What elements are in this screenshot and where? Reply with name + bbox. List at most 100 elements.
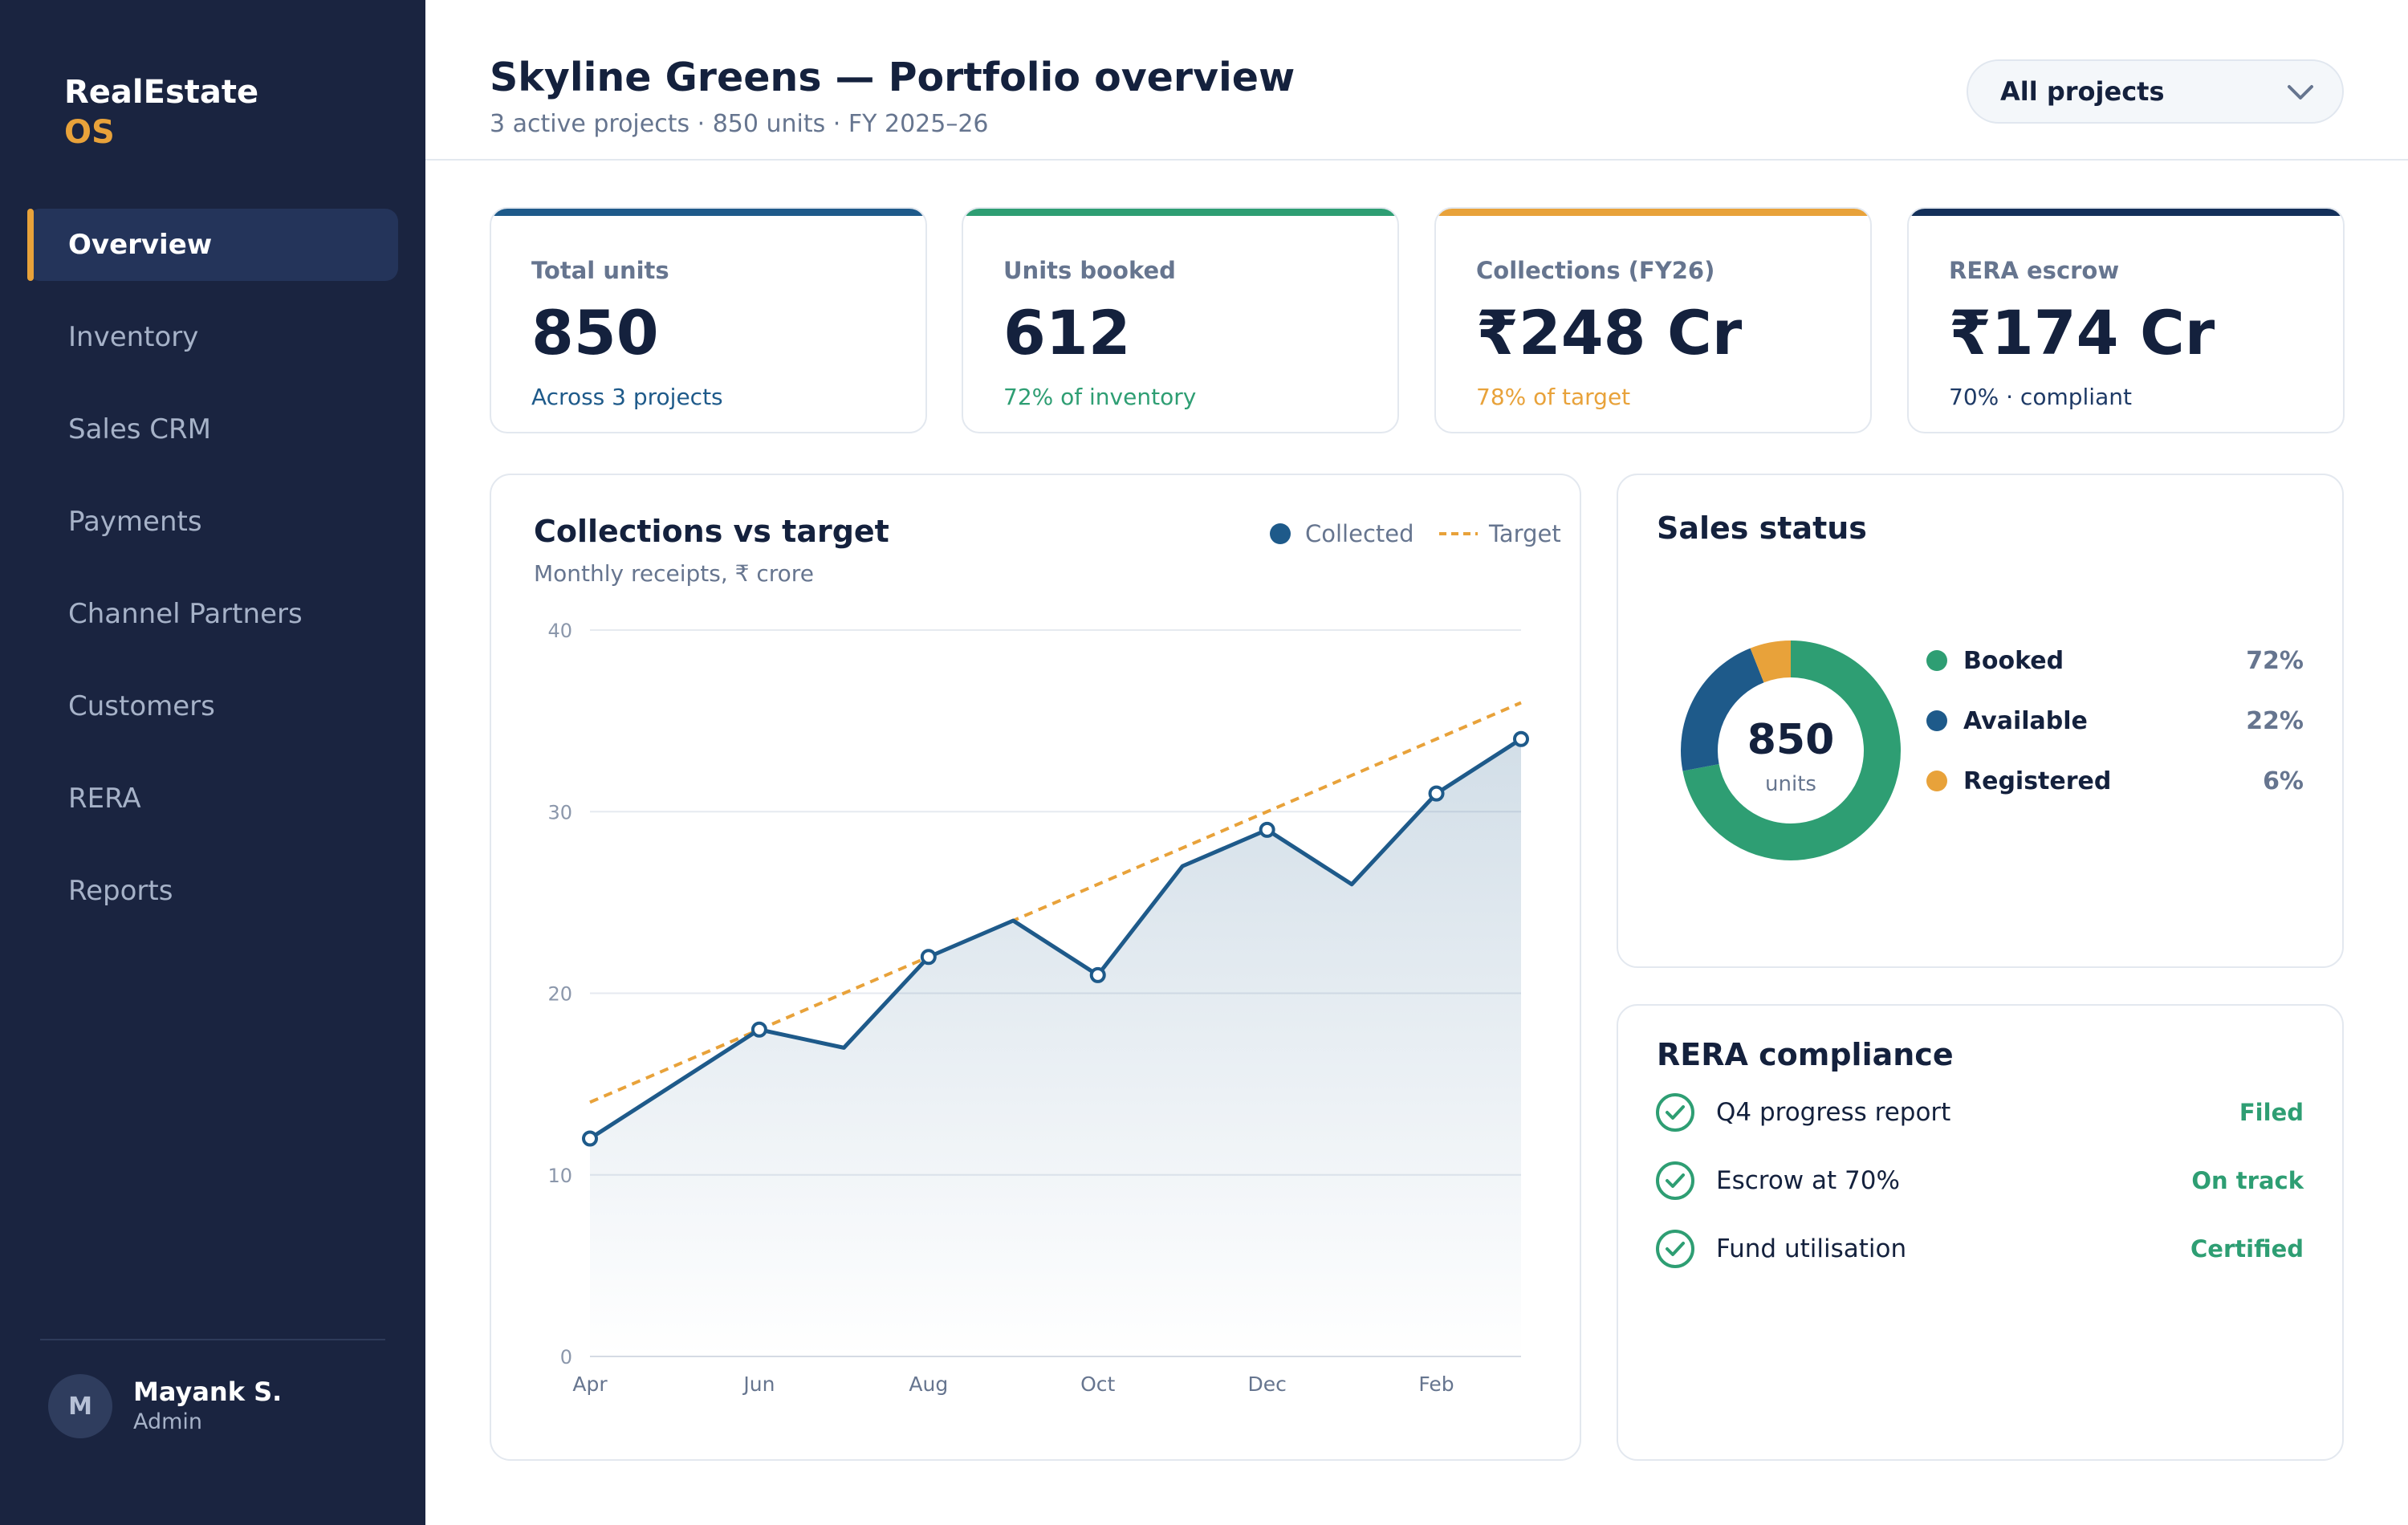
check-circle-icon bbox=[1656, 1230, 1694, 1268]
y-tick-label: 0 bbox=[560, 1346, 572, 1368]
rera-item-status: On track bbox=[2191, 1167, 2304, 1194]
kpi-accent-bar bbox=[1909, 209, 2343, 216]
x-tick-label: Aug bbox=[909, 1372, 948, 1396]
sidebar-item-reports[interactable]: Reports bbox=[68, 875, 173, 907]
y-tick-label: 30 bbox=[547, 801, 572, 824]
page-title: Skyline Greens — Portfolio overview bbox=[490, 55, 1296, 100]
collected-point bbox=[1259, 821, 1275, 838]
kpi-value: ₹174 Cr bbox=[1949, 297, 2215, 368]
brand-suffix: OS bbox=[64, 114, 115, 151]
kpi-note: 78% of target bbox=[1476, 384, 1631, 410]
donut-slice-booked bbox=[1682, 640, 1901, 860]
brand-name: RealEstate bbox=[64, 74, 259, 111]
sales-legend-booked: Booked 72% bbox=[1926, 640, 2304, 681]
legend-available-swatch bbox=[1926, 710, 1947, 731]
project-select[interactable]: All projects bbox=[1967, 59, 2344, 124]
legend-collected: Collected bbox=[1270, 520, 1414, 547]
sidebar-item-inventory[interactable]: Inventory bbox=[68, 321, 199, 353]
kpi-card-total-units: Total units 850 Across 3 projects bbox=[490, 207, 927, 433]
collections-line-chart: 0 10 20 30 40 Apr Jun Aug Oct Dec Feb bbox=[547, 620, 1529, 1396]
rera-item: Q4 progress report Filed bbox=[1655, 1088, 2304, 1137]
kpi-accent-bar bbox=[1436, 209, 1870, 216]
x-tick-label: Apr bbox=[572, 1372, 608, 1396]
donut-slice-available bbox=[1681, 648, 1765, 771]
sidebar-item-customers[interactable]: Customers bbox=[68, 690, 215, 722]
collected-area bbox=[590, 738, 1521, 1356]
y-tick-label: 10 bbox=[547, 1165, 572, 1187]
user-role: Admin bbox=[133, 1409, 203, 1434]
avatar: M bbox=[48, 1374, 112, 1438]
kpi-card-rera-escrow: RERA escrow ₹174 Cr 70% · compliant bbox=[1907, 207, 2345, 433]
rera-item-label: Fund utilisation bbox=[1716, 1234, 1907, 1263]
kpi-accent-bar bbox=[963, 209, 1397, 216]
sales-donut-chart: 850 units bbox=[1681, 640, 1901, 860]
chart-subtitle: Monthly receipts, ₹ crore bbox=[534, 560, 814, 587]
y-tick-label: 20 bbox=[547, 983, 572, 1006]
page-subtitle: 3 active projects · 850 units · FY 2025–… bbox=[490, 110, 989, 138]
rera-compliance-panel bbox=[1617, 1004, 2344, 1461]
x-tick-label: Dec bbox=[1247, 1372, 1286, 1396]
legend-available-value: 22% bbox=[2246, 706, 2304, 735]
check-circle-icon bbox=[1656, 1093, 1694, 1132]
kpi-label: Collections (FY26) bbox=[1476, 257, 1715, 284]
rera-item-label: Escrow at 70% bbox=[1716, 1166, 1900, 1195]
check-circle-icon bbox=[1656, 1161, 1694, 1200]
rera-item-status: Filed bbox=[2239, 1099, 2304, 1126]
target-line bbox=[589, 701, 1522, 1104]
sidebar-item-rera[interactable]: RERA bbox=[68, 783, 141, 815]
kpi-accent-bar bbox=[491, 209, 925, 216]
legend-booked-label: Booked bbox=[1963, 646, 2064, 675]
collected-point bbox=[1428, 785, 1445, 802]
kpi-note: 70% · compliant bbox=[1949, 384, 2132, 410]
user-profile[interactable]: M Mayank S. Admin bbox=[48, 1374, 282, 1438]
legend-collected-swatch bbox=[1270, 523, 1291, 544]
x-tick-label: Jun bbox=[742, 1372, 775, 1396]
rera-title: RERA compliance bbox=[1657, 1037, 1954, 1072]
collected-line bbox=[588, 737, 1523, 1141]
brand-logo: RealEstate OS bbox=[64, 72, 258, 152]
kpi-value: 850 bbox=[531, 297, 659, 368]
legend-target: Target bbox=[1439, 520, 1561, 547]
legend-target-swatch bbox=[1439, 532, 1478, 535]
kpi-note: 72% of inventory bbox=[1003, 384, 1197, 410]
sales-status-panel bbox=[1617, 474, 2344, 968]
legend-available-label: Available bbox=[1963, 706, 2088, 735]
collected-point bbox=[920, 949, 937, 966]
donut-center-value: 850 bbox=[1747, 716, 1835, 764]
sidebar-item-sales-crm[interactable]: Sales CRM bbox=[68, 413, 212, 445]
sales-status-title: Sales status bbox=[1657, 510, 1867, 546]
kpi-label: Units booked bbox=[1003, 257, 1176, 284]
x-tick-label: Oct bbox=[1080, 1372, 1115, 1396]
rera-item: Fund utilisation Certified bbox=[1655, 1225, 2304, 1273]
rera-item-label: Q4 progress report bbox=[1716, 1098, 1951, 1127]
legend-collected-label: Collected bbox=[1305, 520, 1414, 547]
sales-legend-available: Available 22% bbox=[1926, 701, 2304, 741]
project-select-value: All projects bbox=[2000, 76, 2165, 107]
user-name: Mayank S. bbox=[133, 1377, 283, 1407]
chevron-down-icon bbox=[2288, 85, 2313, 100]
rera-item-status: Certified bbox=[2190, 1235, 2304, 1263]
sidebar-item-overview[interactable]: Overview bbox=[27, 209, 398, 281]
x-tick-label: Feb bbox=[1418, 1372, 1454, 1396]
legend-target-label: Target bbox=[1489, 520, 1561, 547]
y-tick-label: 40 bbox=[547, 620, 572, 642]
kpi-label: RERA escrow bbox=[1949, 257, 2120, 284]
legend-registered-value: 6% bbox=[2263, 767, 2304, 795]
sidebar-item-payments[interactable]: Payments bbox=[68, 506, 202, 538]
sales-legend-registered: Registered 6% bbox=[1926, 761, 2304, 801]
legend-booked-swatch bbox=[1926, 650, 1947, 671]
legend-booked-value: 72% bbox=[2246, 646, 2304, 675]
page-header: Skyline Greens — Portfolio overview 3 ac… bbox=[425, 0, 2408, 161]
kpi-label: Total units bbox=[531, 257, 669, 284]
donut-slice-registered bbox=[1750, 640, 1792, 683]
collected-point bbox=[582, 1130, 598, 1147]
sidebar: RealEstate OS Overview Inventory Sales C… bbox=[0, 0, 425, 1525]
chart-title: Collections vs target bbox=[534, 514, 889, 549]
kpi-value: ₹248 Cr bbox=[1476, 297, 1743, 368]
donut-center-label: units bbox=[1765, 772, 1816, 796]
kpi-value: 612 bbox=[1003, 297, 1131, 368]
kpi-card-units-booked: Units booked 612 72% of inventory bbox=[962, 207, 1399, 433]
kpi-card-collections: Collections (FY26) ₹248 Cr 78% of target bbox=[1434, 207, 1872, 433]
sidebar-item-channel-partners[interactable]: Channel Partners bbox=[68, 598, 303, 630]
legend-registered-label: Registered bbox=[1963, 767, 2112, 795]
